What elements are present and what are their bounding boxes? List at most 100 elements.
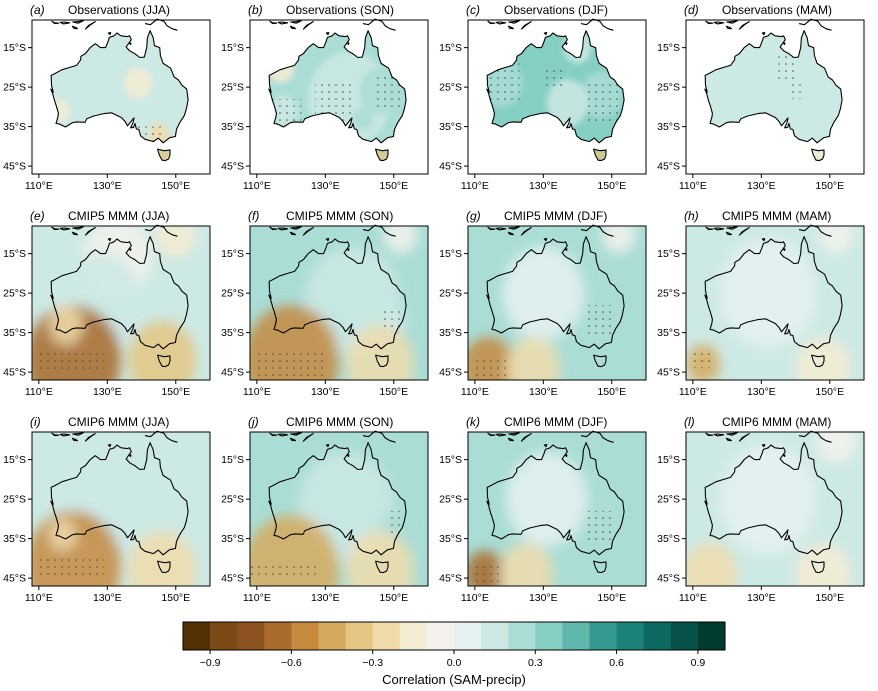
colorbar-bin: [183, 622, 211, 650]
panel-title: CMIP6 MMM (MAM): [722, 415, 831, 429]
lon-tick-label: 150°E: [379, 592, 408, 604]
lat-tick-label: 15°S: [221, 454, 244, 466]
lon-tick-label: 110°E: [461, 592, 489, 604]
panel-title: CMIP5 MMM (JJA): [68, 209, 169, 223]
lat-tick-label: 35°S: [657, 327, 680, 339]
lon-tick-label: 150°E: [379, 180, 408, 192]
coastline: [704, 18, 843, 162]
map-frame: [249, 225, 429, 381]
lon-tick-label: 130°E: [311, 592, 340, 604]
lon-tick-label: 130°E: [747, 180, 776, 192]
lat-tick-label: 25°S: [657, 288, 680, 300]
lon-tick-label: 130°E: [93, 180, 122, 192]
lat-tick-label: 35°S: [3, 121, 26, 133]
colorbar-bin: [372, 622, 401, 650]
lat-tick-label: 15°S: [3, 42, 26, 54]
panel-letter: (f): [248, 209, 259, 223]
colorbar-bin: [616, 622, 644, 650]
lon-tick-label: 130°E: [747, 592, 776, 604]
colorbar-bin: [589, 622, 617, 650]
lat-tick-label: 35°S: [439, 533, 462, 545]
map-frame: [685, 225, 865, 381]
coastline: [268, 224, 407, 368]
lon-tick-label: 150°E: [815, 592, 844, 604]
map-panel-g: (g) CMIP5 MMM (DJF) 15°S 25°S 35°S 45°S 110°E 1…: [439, 209, 647, 398]
panel-letter: (l): [684, 415, 695, 429]
lat-tick-label: 25°S: [3, 288, 26, 300]
lat-tick-label: 45°S: [439, 573, 462, 585]
panel-title: CMIP5 MMM (DJF): [504, 209, 607, 223]
correlation-field: [50, 30, 189, 161]
colorbar-bin: [643, 622, 672, 650]
lon-tick-label: 130°E: [529, 592, 558, 604]
lon-tick-label: 130°E: [311, 386, 340, 398]
panel-letter: (b): [248, 3, 263, 17]
lat-tick-label: 45°S: [657, 161, 680, 173]
colorbar-bin: [264, 622, 292, 650]
panel-title: CMIP5 MMM (SON): [286, 209, 393, 223]
lat-tick-label: 45°S: [657, 367, 680, 379]
colorbar-tick-label: −0.9: [200, 657, 221, 669]
map-frame: [31, 19, 211, 175]
panel-title: Observations (SON): [286, 3, 394, 17]
colorbar-bin: [291, 622, 319, 650]
lat-tick-label: 25°S: [439, 82, 462, 94]
map-panel-d: (d) Observations (MAM) 15°S 25°S 35°S 45°S 110…: [657, 3, 865, 192]
lat-tick-label: 35°S: [221, 121, 244, 133]
colorbar: −0.9 −0.6 −0.3 0.0 0.3 0.6 0.9 Correlation (SAM…: [182, 621, 726, 687]
panel-letter: (e): [30, 209, 45, 223]
lat-tick-label: 45°S: [221, 367, 244, 379]
panel-title: CMIP6 MMM (JJA): [68, 415, 169, 429]
lon-tick-label: 150°E: [161, 180, 190, 192]
panel-title: CMIP5 MMM (MAM): [722, 209, 831, 223]
lat-tick-label: 25°S: [3, 494, 26, 506]
lat-tick-label: 15°S: [657, 42, 680, 54]
lon-tick-label: 150°E: [815, 180, 844, 192]
correlation-field: [268, 30, 407, 161]
colorbar-tick-label: −0.6: [281, 657, 302, 669]
panel-title: Observations (JJA): [68, 3, 170, 17]
colorbar-bin: [670, 622, 699, 650]
panel-title: CMIP6 MMM (SON): [286, 415, 393, 429]
lon-tick-label: 110°E: [243, 592, 271, 604]
correlation-field: [704, 30, 843, 161]
map-frame: [31, 431, 211, 587]
panel-title: Observations (MAM): [722, 3, 832, 17]
coastline: [704, 224, 843, 368]
lon-tick-label: 110°E: [679, 386, 707, 398]
lon-tick-label: 130°E: [529, 180, 558, 192]
lon-tick-label: 150°E: [161, 386, 190, 398]
panel-letter: (j): [248, 415, 259, 429]
colorbar-tick-label: 0.9: [691, 657, 706, 669]
lon-tick-label: 130°E: [747, 386, 776, 398]
colorbar-tick-label: 0.6: [609, 657, 624, 669]
lat-tick-label: 35°S: [221, 533, 244, 545]
colorbar-bin: [508, 622, 536, 650]
map-frame: [467, 225, 647, 381]
lat-tick-label: 35°S: [221, 327, 244, 339]
map-panel-b: (b) Observations (SON) 15°S 25°S 35°S 45°S 110…: [221, 3, 429, 192]
lon-tick-label: 110°E: [25, 592, 53, 604]
map-frame: [249, 431, 429, 587]
panel-letter: (k): [466, 415, 480, 429]
lat-tick-label: 45°S: [439, 367, 462, 379]
colorbar-bin: [318, 622, 346, 650]
map-panel-j: (j) CMIP6 MMM (SON) 15°S 25°S 35°S 45°S 110°E 1…: [221, 415, 429, 604]
lon-tick-label: 110°E: [679, 180, 707, 192]
correlation-field: [686, 432, 864, 586]
colorbar-bin: [345, 622, 373, 650]
panel-title: Observations (DJF): [504, 3, 608, 17]
lon-tick-label: 150°E: [815, 386, 844, 398]
coastline: [50, 18, 189, 162]
lat-tick-label: 15°S: [221, 248, 244, 260]
lat-tick-label: 35°S: [657, 533, 680, 545]
panel-letter: (h): [684, 209, 699, 223]
lon-tick-label: 130°E: [311, 180, 340, 192]
coastline: [50, 430, 189, 574]
lat-tick-label: 15°S: [3, 454, 26, 466]
lon-tick-label: 150°E: [161, 592, 190, 604]
panels-layer: (a) Observations (JJA) 15°S 25°S 35°S 45°S 110…: [3, 3, 865, 604]
lon-tick-label: 110°E: [461, 386, 489, 398]
colorbar-bin: [426, 622, 455, 650]
